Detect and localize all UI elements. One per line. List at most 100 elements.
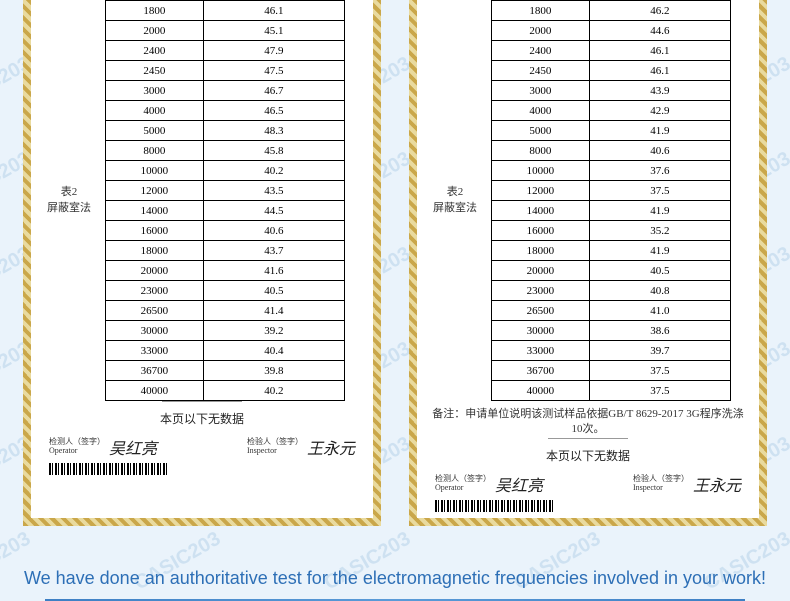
side-label-line1: 表2	[429, 185, 481, 200]
table-row: 2000040.5	[492, 261, 731, 281]
table-cell: 36700	[492, 361, 590, 381]
table-cell: 20000	[492, 261, 590, 281]
table-cell: 42.9	[589, 101, 730, 121]
data-table-right: 180046.2200044.6240046.1245046.1300043.9…	[491, 0, 731, 401]
table-cell: 26500	[492, 301, 590, 321]
table-cell: 41.9	[589, 121, 730, 141]
side-label: 表2 屏蔽室法	[43, 185, 95, 216]
table-cell: 20000	[106, 261, 204, 281]
table-cell: 46.5	[203, 101, 344, 121]
sig-operator-signature: 吴红亮	[109, 435, 157, 459]
banner: We have done an authoritative test for t…	[0, 568, 790, 601]
table-cell: 14000	[492, 201, 590, 221]
table-zone: 表2 屏蔽室法 180046.1200045.1240047.9245047.5…	[43, 0, 361, 401]
table-cell: 12000	[106, 181, 204, 201]
table-cell: 41.0	[589, 301, 730, 321]
table-cell: 41.6	[203, 261, 344, 281]
table-cell: 46.1	[203, 1, 344, 21]
table-cell: 1800	[106, 1, 204, 21]
table-row: 180046.1	[106, 1, 345, 21]
table-cell: 23000	[492, 281, 590, 301]
remark-text: 备注：申请单位说明该测试样品依据GB/T 8629-2017 3G程序洗涤10次…	[429, 407, 747, 438]
table-row: 2650041.0	[492, 301, 731, 321]
table-cell: 2450	[106, 61, 204, 81]
table-cell: 39.7	[589, 341, 730, 361]
table-cell: 3000	[492, 81, 590, 101]
table-row: 4000040.2	[106, 381, 345, 401]
sig-inspector-signature: 王永元	[307, 435, 355, 459]
table-cell: 5000	[492, 121, 590, 141]
certificates-row: 表2 屏蔽室法 180046.1200045.1240047.9245047.5…	[0, 0, 790, 526]
no-data-text: 本页以下无数据	[43, 410, 361, 427]
table-cell: 37.5	[589, 381, 730, 401]
table-cell: 2000	[106, 21, 204, 41]
side-label: 表2 屏蔽室法	[429, 185, 481, 216]
table-cell: 10000	[106, 161, 204, 181]
table-row: 1600040.6	[106, 221, 345, 241]
table-row: 800040.6	[492, 141, 731, 161]
table-row: 1200043.5	[106, 181, 345, 201]
signature-row: 检测人（签字） Operator 吴红亮 检验人（签字） Inspector 王…	[43, 435, 361, 459]
table-cell: 23000	[106, 281, 204, 301]
table-cell: 30000	[492, 321, 590, 341]
table-row: 240047.9	[106, 41, 345, 61]
table-cell: 43.7	[203, 241, 344, 261]
table-zone: 表2 屏蔽室法 180046.2200044.6240046.1245046.1…	[429, 0, 747, 401]
table-cell: 8000	[492, 141, 590, 161]
signature-operator: 检测人（签字） Operator 吴红亮	[49, 435, 157, 459]
table-row: 500048.3	[106, 121, 345, 141]
table-cell: 40.5	[203, 281, 344, 301]
table-row: 1400041.9	[492, 201, 731, 221]
table-cell: 4000	[106, 101, 204, 121]
table-cell: 37.5	[589, 181, 730, 201]
side-label-line2: 屏蔽室法	[429, 201, 481, 216]
table-cell: 46.7	[203, 81, 344, 101]
table-row: 240046.1	[492, 41, 731, 61]
table-row: 3670039.8	[106, 361, 345, 381]
table-row: 400042.9	[492, 101, 731, 121]
certificate-left: 表2 屏蔽室法 180046.1200045.1240047.9245047.5…	[23, 0, 381, 526]
table-cell: 39.2	[203, 321, 344, 341]
table-cell: 36700	[106, 361, 204, 381]
table-row: 1000037.6	[492, 161, 731, 181]
table-cell: 33000	[492, 341, 590, 361]
table-row: 300043.9	[492, 81, 731, 101]
table-row: 1800041.9	[492, 241, 731, 261]
table-cell: 46.1	[589, 41, 730, 61]
table-row: 245047.5	[106, 61, 345, 81]
signature-inspector: 检验人（签字） Inspector 王永元	[633, 472, 741, 496]
sig-inspector-signature: 王永元	[693, 472, 741, 496]
table-cell: 40.5	[589, 261, 730, 281]
table-cell: 30000	[106, 321, 204, 341]
table-cell: 2400	[106, 41, 204, 61]
table-row: 3300039.7	[492, 341, 731, 361]
data-table-left: 180046.1200045.1240047.9245047.5300046.7…	[105, 0, 345, 401]
table-cell: 44.5	[203, 201, 344, 221]
table-cell: 41.4	[203, 301, 344, 321]
table-row: 500041.9	[492, 121, 731, 141]
table-row: 3670037.5	[492, 361, 731, 381]
table-cell: 2000	[492, 21, 590, 41]
table-cell: 48.3	[203, 121, 344, 141]
signature-row: 检测人（签字） Operator 吴红亮 检验人（签字） Inspector 王…	[429, 472, 747, 496]
table-cell: 46.1	[589, 61, 730, 81]
sig-operator-label: 检测人（签字） Operator	[49, 438, 105, 456]
table-cell: 33000	[106, 341, 204, 361]
table-row: 1800043.7	[106, 241, 345, 261]
divider-line	[548, 438, 628, 439]
table-row: 800045.8	[106, 141, 345, 161]
table-cell: 39.8	[203, 361, 344, 381]
table-row: 3300040.4	[106, 341, 345, 361]
sig-operator-label: 检测人（签字） Operator	[435, 475, 491, 493]
table-cell: 44.6	[589, 21, 730, 41]
table-cell: 40.2	[203, 161, 344, 181]
table-row: 2300040.5	[106, 281, 345, 301]
barcode-icon	[49, 463, 169, 475]
table-cell: 45.1	[203, 21, 344, 41]
table-cell: 41.9	[589, 241, 730, 261]
table-row: 300046.7	[106, 81, 345, 101]
signature-operator: 检测人（签字） Operator 吴红亮	[435, 472, 543, 496]
table-cell: 16000	[106, 221, 204, 241]
table-row: 3000039.2	[106, 321, 345, 341]
side-label-line1: 表2	[43, 185, 95, 200]
